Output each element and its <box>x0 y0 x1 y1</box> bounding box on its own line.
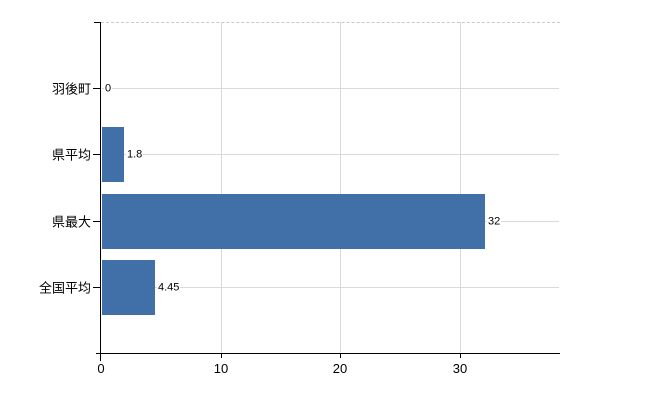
value-label: 1.8 <box>126 148 144 162</box>
y-axis-tick <box>93 88 101 89</box>
y-axis-tick <box>93 287 101 288</box>
category-label: 県平均 <box>51 147 91 163</box>
y-axis-tick <box>93 154 101 155</box>
value-label: 4.45 <box>157 281 181 295</box>
x-axis-tick <box>340 353 341 358</box>
row-gridline <box>102 287 559 288</box>
x-gridline <box>460 22 461 353</box>
value-label: 32 <box>487 215 502 229</box>
row-gridline <box>102 88 559 89</box>
value-label: 0 <box>104 82 113 96</box>
x-axis-line <box>96 353 560 354</box>
x-gridline <box>221 22 222 353</box>
category-label: 全国平均 <box>38 280 91 296</box>
category-label: 県最大 <box>51 214 91 230</box>
y-axis-tick <box>93 221 101 222</box>
x-axis-tick <box>221 353 222 358</box>
x-tick-label: 10 <box>213 361 229 376</box>
x-tick-label: 30 <box>452 361 468 376</box>
x-axis-tick <box>460 353 461 358</box>
bar <box>102 127 124 182</box>
y-axis-top-tick <box>94 22 101 23</box>
x-tick-label: 20 <box>332 361 348 376</box>
x-tick-label: 0 <box>97 361 105 376</box>
category-label: 羽後町 <box>51 81 91 97</box>
x-gridline <box>340 22 341 353</box>
plot-area-top-border <box>101 22 560 23</box>
bar <box>102 260 155 315</box>
y-axis-line <box>100 22 101 361</box>
row-gridline <box>102 154 559 155</box>
bar <box>102 194 485 249</box>
